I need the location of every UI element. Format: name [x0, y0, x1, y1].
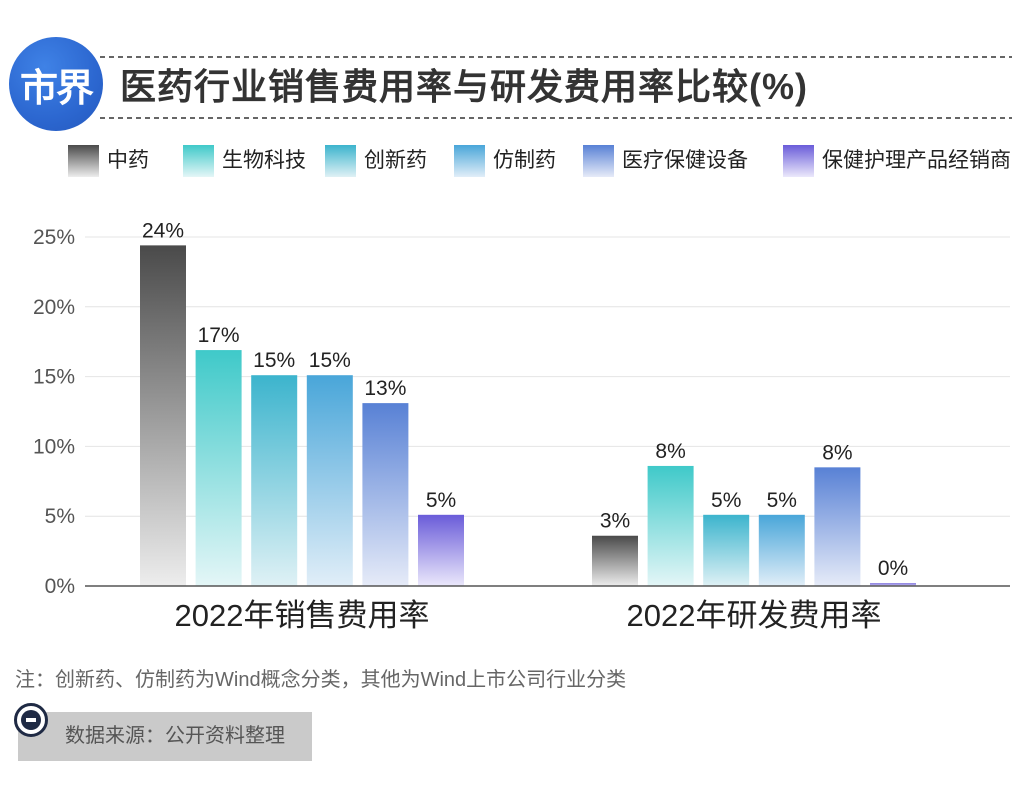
y-tick-label: 0% — [45, 575, 75, 598]
bar — [703, 514, 750, 586]
bar — [140, 245, 186, 586]
legend-label: 创新药 — [364, 149, 427, 172]
x-category-label: 2022年销售费用率 — [175, 598, 430, 633]
y-tick-label: 20% — [33, 296, 75, 319]
title-divider-top — [100, 56, 1012, 58]
legend-swatch — [325, 145, 356, 177]
data-label: 8% — [655, 440, 685, 463]
bar-chart: 0% 5% 10% 15% 20% 25% 24% 17% 15% 15% 13% 5% 2022年销售… — [33, 219, 1010, 633]
legend-label: 生物科技 — [222, 149, 306, 172]
chart-title: 医药行业销售费用率与研发费用率比较(%) — [120, 66, 808, 107]
legend-swatch — [183, 145, 214, 177]
data-label: 24% — [142, 219, 184, 242]
data-label: 5% — [767, 489, 797, 512]
bar — [758, 514, 805, 586]
bar — [251, 375, 298, 586]
y-tick-label: 15% — [33, 366, 75, 389]
bar — [814, 467, 861, 586]
data-label: 15% — [253, 349, 295, 372]
data-label: 15% — [309, 349, 351, 372]
bar — [870, 583, 916, 586]
data-label: 3% — [600, 510, 630, 533]
minus-circle-icon — [14, 703, 48, 737]
legend-swatch — [583, 145, 614, 177]
title-divider-bottom — [100, 117, 1012, 119]
brand-logo-text: 市界 — [19, 67, 94, 110]
data-label: 8% — [822, 441, 852, 464]
bar — [647, 465, 694, 586]
source-box: 数据来源：公开资料整理 — [18, 712, 312, 761]
bar — [592, 535, 638, 586]
data-label: 5% — [426, 489, 456, 512]
legend-label: 中药 — [107, 149, 149, 172]
bar — [362, 403, 409, 586]
bar — [418, 514, 464, 586]
footnote: 注：创新药、仿制药为Wind概念分类，其他为Wind上市公司行业分类 — [15, 669, 627, 691]
data-label: 5% — [711, 489, 741, 512]
legend-swatch — [454, 145, 485, 177]
legend-label: 保健护理产品经销商 — [822, 149, 1011, 172]
brand-logo: 市界 — [9, 37, 103, 131]
x-category-label: 2022年研发费用率 — [627, 598, 882, 633]
y-tick-label: 10% — [33, 435, 75, 458]
bar — [195, 350, 242, 586]
data-label: 13% — [364, 377, 406, 400]
data-label: 0% — [878, 557, 908, 580]
bar — [306, 375, 353, 586]
data-label: 17% — [198, 324, 240, 347]
legend-swatch — [68, 145, 99, 177]
source-text: 数据来源：公开资料整理 — [65, 725, 285, 747]
legend-label: 仿制药 — [493, 149, 556, 172]
legend-label: 医疗保健设备 — [622, 149, 748, 172]
y-tick-label: 5% — [45, 505, 75, 528]
legend-swatch — [783, 145, 814, 177]
y-tick-label: 25% — [33, 226, 75, 249]
